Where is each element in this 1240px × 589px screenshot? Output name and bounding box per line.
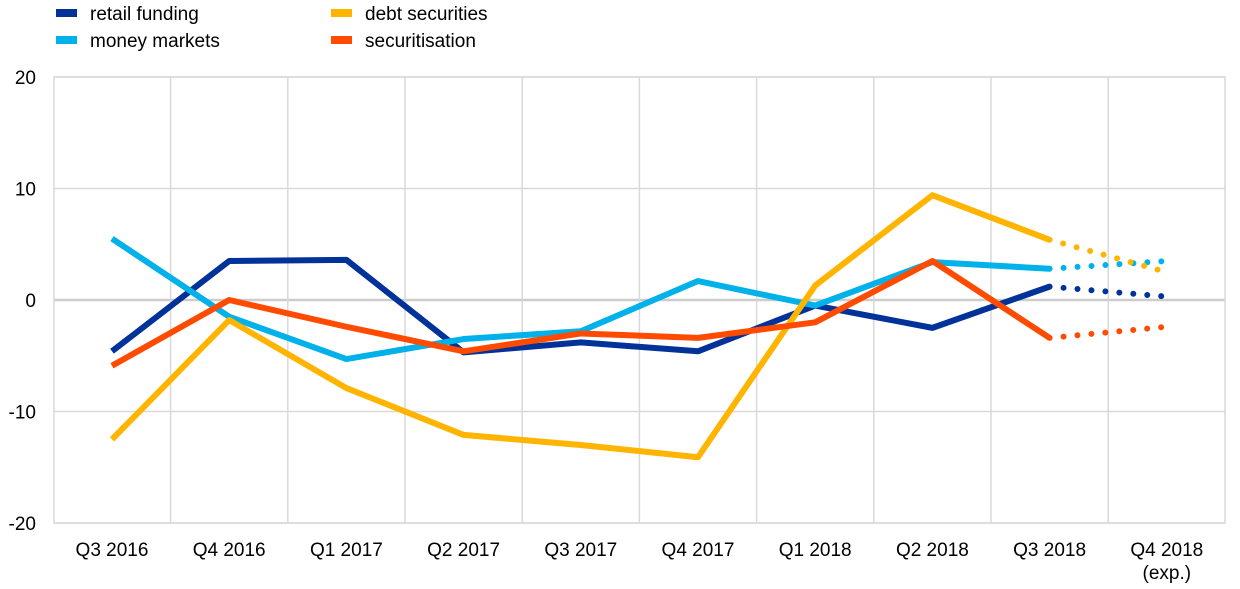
y-tick-label: 10 (15, 180, 36, 201)
legend-swatch (56, 9, 77, 17)
y-tick-label: -10 (9, 403, 36, 424)
series-lines (109, 192, 1170, 461)
legend-swatch (331, 36, 352, 44)
legend-label: securitisation (365, 31, 476, 52)
plot-frame (53, 76, 1226, 524)
x-tick-label: Q4 2018 (1130, 540, 1203, 561)
plot-border (53, 76, 1226, 524)
y-axis-tick-labels: -20 -10 0 10 20 (9, 68, 36, 535)
y-tick-label: -20 (9, 514, 36, 535)
series-expected-segment (1046, 323, 1170, 341)
legend-swatch (331, 9, 352, 17)
x-tick-label: Q2 2017 (427, 540, 500, 561)
x-tick-label: Q4 2017 (662, 540, 735, 561)
legend-label: money markets (90, 31, 220, 52)
y-tick-label: 0 (25, 291, 36, 312)
series-line (110, 256, 1051, 356)
series-line (109, 192, 1051, 461)
series-expected-segment (1046, 257, 1170, 272)
x-tick-label: Q1 2018 (779, 540, 852, 561)
x-tick-label: Q3 2016 (76, 540, 149, 561)
x-tick-sublabel: (exp.) (1143, 563, 1192, 584)
legend: retail funding money markets debt securiti… (56, 4, 488, 52)
x-tick-label: Q4 2016 (193, 540, 266, 561)
series-line (110, 257, 1052, 369)
y-tick-label: 20 (15, 68, 36, 89)
legend-swatch (56, 36, 77, 44)
x-tick-label: Q1 2017 (310, 540, 383, 561)
legend-label: retail funding (90, 4, 199, 25)
x-tick-label: Q3 2017 (544, 540, 617, 561)
x-axis-tick-labels: Q3 2016 Q4 2016 Q1 2017 Q2 2017 Q3 2017 Q4 20… (76, 540, 1204, 584)
x-tick-label: Q2 2018 (896, 540, 969, 561)
legend-label: debt securities (365, 4, 488, 25)
x-tick-label: Q3 2018 (1013, 540, 1086, 561)
series-expected-segment (1046, 283, 1170, 300)
